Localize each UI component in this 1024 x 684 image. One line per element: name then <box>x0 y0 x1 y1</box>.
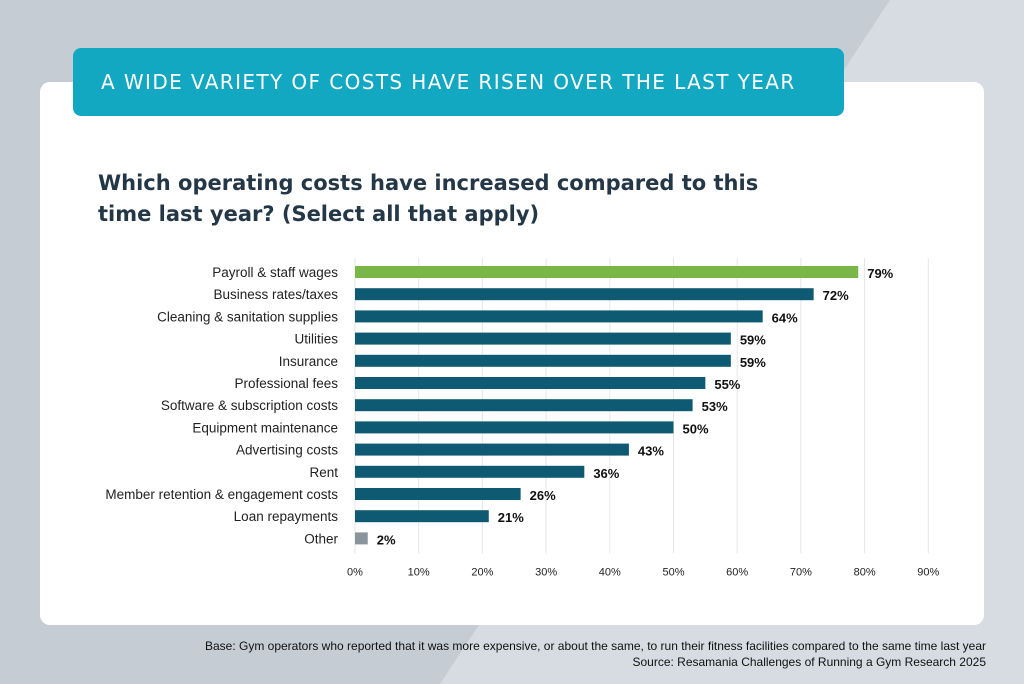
category-label: Utilities <box>294 332 338 347</box>
x-tick-label: 90% <box>917 566 939 578</box>
banner-title: A WIDE VARIETY OF COSTS HAVE RISEN OVER … <box>101 70 796 94</box>
bar <box>355 443 629 456</box>
data-label: 21% <box>498 510 524 525</box>
bar <box>355 377 706 389</box>
data-label: 79% <box>867 266 893 281</box>
chart-question: Which operating costs have increased com… <box>98 171 759 226</box>
bar <box>355 488 521 500</box>
title-banner: A WIDE VARIETY OF COSTS HAVE RISEN OVER … <box>73 48 844 116</box>
data-label: 53% <box>702 399 728 414</box>
footnote: Base: Gym operators who reported that it… <box>205 638 986 670</box>
data-label: 55% <box>714 377 740 392</box>
x-tick-label: 50% <box>662 566 684 578</box>
footnote-base: Base: Gym operators who reported that it… <box>204 639 986 653</box>
bar <box>355 332 731 345</box>
data-label: 50% <box>683 421 709 436</box>
bar <box>355 510 489 523</box>
category-label: Insurance <box>279 354 338 369</box>
category-label: Loan repayments <box>234 509 339 524</box>
bar <box>355 354 731 367</box>
bar <box>355 421 674 434</box>
category-label: Payroll & staff wages <box>212 265 338 280</box>
data-label: 26% <box>530 488 556 503</box>
data-label: 59% <box>740 333 766 348</box>
data-label: 43% <box>638 444 664 459</box>
bar <box>355 288 814 301</box>
category-label: Member retention & engagement costs <box>105 487 338 502</box>
category-label: Cleaning & sanitation supplies <box>157 309 338 324</box>
x-tick-label: 40% <box>599 566 621 578</box>
x-tick-label: 20% <box>471 566 493 578</box>
x-tick-label: 70% <box>790 566 812 578</box>
bar <box>355 465 585 478</box>
data-label: 72% <box>823 288 849 303</box>
category-label: Business rates/taxes <box>213 287 338 302</box>
data-label: 2% <box>377 532 396 547</box>
x-tick-label: 0% <box>347 566 363 578</box>
x-tick-label: 10% <box>408 566 430 578</box>
x-tick-label: 80% <box>854 566 876 578</box>
chart-card <box>40 82 984 625</box>
category-label: Advertising costs <box>236 443 338 458</box>
category-label: Professional fees <box>234 376 338 391</box>
x-tick-label: 30% <box>535 566 557 578</box>
footnote-source: Source: Resamania Challenges of Running … <box>632 655 986 669</box>
data-label: 36% <box>593 466 619 481</box>
category-label: Rent <box>309 465 338 480</box>
x-tick-label: 60% <box>726 566 748 578</box>
bar-chart: 0% 10% 20% 30% 40% 50% 60% 70% 80% 90% Payroll & s… <box>105 258 940 578</box>
bar <box>355 266 859 278</box>
category-label: Software & subscription costs <box>161 398 338 413</box>
bar <box>355 532 368 545</box>
data-label: 64% <box>772 310 798 325</box>
data-label: 59% <box>740 355 766 370</box>
bar <box>355 310 763 323</box>
bar <box>355 399 693 412</box>
category-label: Equipment maintenance <box>192 420 338 435</box>
category-label: Other <box>304 531 338 546</box>
